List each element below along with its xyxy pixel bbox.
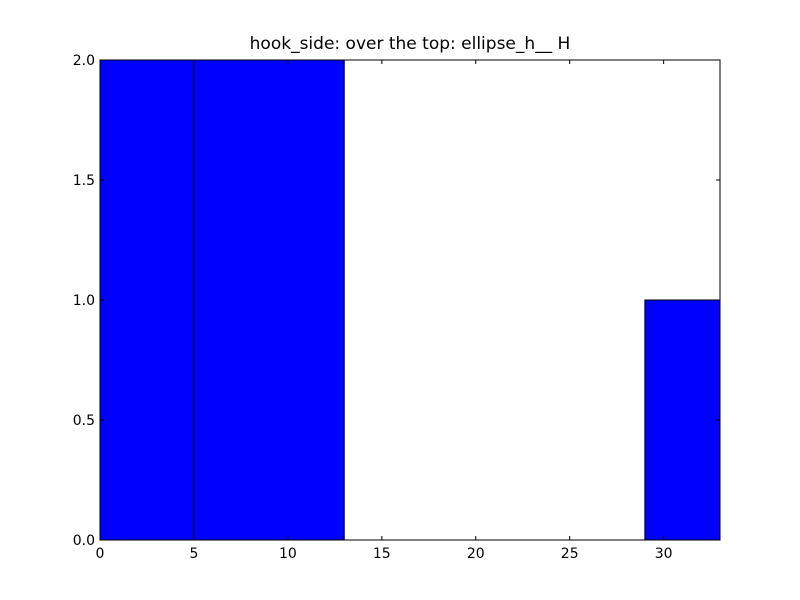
x-tick-label: 20 [467, 546, 485, 562]
y-tick-label: 1.0 [73, 293, 95, 309]
plot-frame [99, 59, 721, 541]
y-tick-label: 2.0 [73, 53, 95, 69]
x-tick-label: 0 [96, 546, 105, 562]
histogram-bar-0 [99, 59, 195, 541]
tick-labels-layer: 0 5 10 15 20 25 30 0.0 0.5 1.0 1.5 2.0 [73, 53, 673, 562]
x-tick-label: 5 [189, 546, 198, 562]
x-tick-label: 25 [561, 546, 579, 562]
y-tick-label: 1.5 [73, 173, 95, 189]
x-tick-label: 30 [655, 546, 673, 562]
y-tick-label: 0.0 [73, 533, 95, 549]
histogram-bar-4 [644, 299, 721, 541]
x-tick-label: 10 [279, 546, 297, 562]
y-tick-label: 0.5 [73, 413, 95, 429]
bars-layer [99, 59, 721, 541]
histogram-bar-1 [193, 59, 345, 541]
chart-title: hook_side: over the top: ellipse_h__ H [249, 34, 571, 54]
x-tick-label: 15 [373, 546, 391, 562]
